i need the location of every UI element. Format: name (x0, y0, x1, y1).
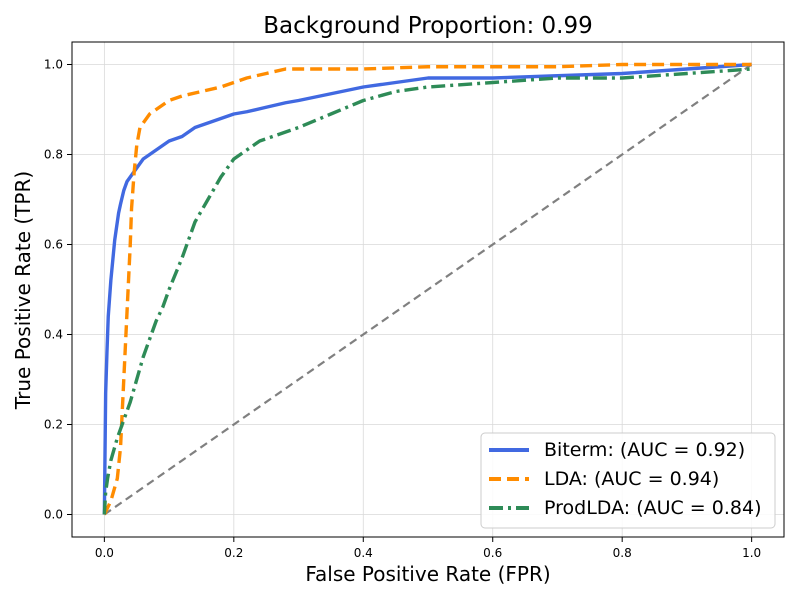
legend-box (480, 432, 776, 529)
series-line-prodlda (102, 67, 752, 515)
x-tick-label: 0.2 (224, 546, 243, 560)
x-tick-label: 0.8 (613, 546, 632, 560)
series-lines (102, 62, 752, 516)
y-axis-label: True Positive Rate (TPR) (11, 171, 35, 410)
x-tick-label: 0.4 (354, 546, 373, 560)
x-tick-label: 0.0 (95, 546, 114, 560)
legend-label-lda: LDA: (AUC = 0.94) (544, 468, 719, 490)
chart-title: Background Proportion: 0.99 (263, 13, 592, 39)
grid (72, 42, 784, 537)
x-tick-label: 1.0 (742, 546, 761, 560)
x-tick-label: 0.6 (483, 546, 502, 560)
series-line-lda (102, 62, 752, 516)
y-tick-label: 0.0 (44, 508, 63, 522)
y-tick-label: 0.6 (44, 238, 63, 252)
series-line-biterm (102, 62, 752, 515)
legend-label-biterm: Biterm: (AUC = 0.92) (544, 439, 745, 461)
y-tick-label: 0.4 (44, 328, 63, 342)
y-tick-label: 1.0 (44, 58, 63, 72)
y-axis-ticks: 0.0 0.2 0.4 0.6 0.8 1.0 (44, 58, 72, 522)
chance-line (103, 63, 753, 516)
x-axis-label: False Positive Rate (FPR) (305, 562, 550, 586)
chance-diagonal-line (103, 63, 753, 516)
y-tick-label: 0.2 (44, 418, 63, 432)
x-axis-ticks: 0.0 0.2 0.4 0.6 0.8 1.0 (95, 537, 761, 560)
y-tick-label: 0.8 (44, 148, 63, 162)
legend: Biterm: (AUC = 0.92) LDA: (AUC = 0.94) P… (480, 432, 776, 529)
legend-label-prodlda: ProdLDA: (AUC = 0.84) (544, 497, 762, 519)
plot-frame (71, 41, 785, 538)
